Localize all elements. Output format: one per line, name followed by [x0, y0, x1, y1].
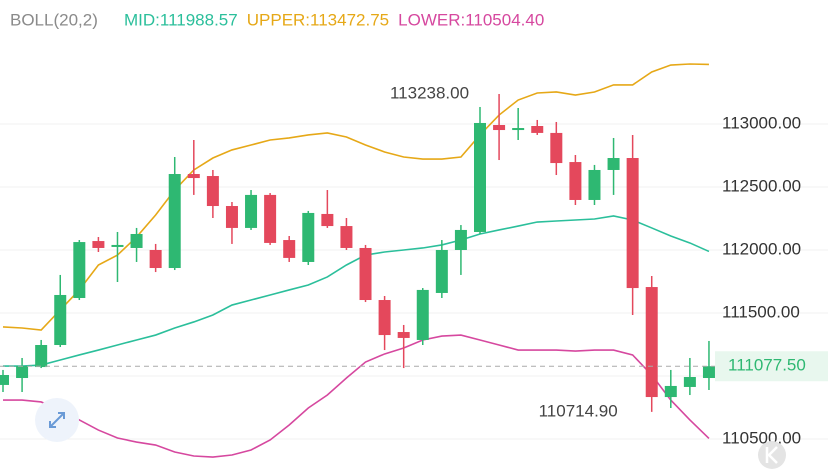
candle-body: [645, 287, 658, 398]
candle-body: [378, 300, 391, 336]
bands: [2, 63, 710, 458]
candle-body: [187, 174, 200, 179]
expand-button[interactable]: [35, 398, 79, 442]
candle-body: [550, 132, 563, 164]
logo-icon: [765, 446, 778, 464]
candle-body: [607, 158, 620, 170]
legend-entry: LOWER:110504.40: [398, 10, 544, 29]
legend-entry: UPPER:113472.75: [247, 10, 389, 29]
candle-body: [168, 174, 181, 269]
candle-body: [454, 229, 467, 250]
candles: [0, 94, 715, 412]
last-price-box: [715, 351, 828, 382]
candle-body: [397, 332, 410, 338]
candle-body: [225, 206, 238, 228]
band-line: [2, 63, 709, 331]
y-tick-label: 111500.00: [722, 302, 800, 321]
candle-body: [245, 194, 258, 228]
candle-body: [435, 249, 448, 293]
candle-body: [111, 244, 124, 247]
candle-body: [588, 169, 601, 200]
candle-body: [474, 122, 486, 232]
expand-icon[interactable]: [49, 412, 65, 428]
candle-body: [264, 194, 277, 243]
candle-body: [416, 289, 429, 340]
candle-body: [626, 158, 639, 289]
last-price-label: 111077.50: [728, 356, 806, 375]
candle-body: [683, 377, 696, 387]
candle-body: [73, 242, 86, 299]
candle-body: [130, 233, 143, 248]
grid: [0, 123, 828, 440]
candle-body: [512, 128, 525, 131]
band-line: [3, 215, 710, 367]
candle-body: [302, 212, 315, 262]
y-tick-label: 110500.00: [722, 428, 801, 447]
logo: [758, 441, 786, 469]
candle-body: [16, 366, 29, 379]
logo-bg: [758, 441, 786, 469]
y-tick-label: 112000.00: [722, 239, 801, 258]
candle-body: [702, 366, 715, 379]
candle-body: [283, 240, 296, 258]
candle-body: [569, 162, 582, 200]
candle-body: [531, 126, 544, 133]
candle-body: [92, 241, 105, 248]
min-label: 110714.90: [539, 401, 618, 420]
candle-body: [321, 213, 334, 227]
indicator-name: BOLL(20,2): [10, 10, 98, 29]
candle-body: [340, 226, 353, 248]
candle-body: [493, 124, 506, 131]
y-tick-label: 113000.00: [722, 113, 801, 132]
band-line: [3, 334, 710, 458]
candle-body: [359, 247, 372, 301]
y-tick-label: 112500.00: [722, 176, 801, 195]
candle-body: [0, 374, 9, 385]
candle-body: [54, 294, 67, 346]
max-label: 113238.00: [390, 83, 469, 102]
legend-entry: MID:111988.57: [124, 10, 238, 29]
labels: 110500.00111000.00111500.00112000.001125…: [0, 83, 828, 447]
candle-body: [149, 249, 162, 269]
candle-body: [206, 176, 219, 207]
candle-body: [664, 385, 677, 398]
candle-body: [35, 345, 48, 368]
